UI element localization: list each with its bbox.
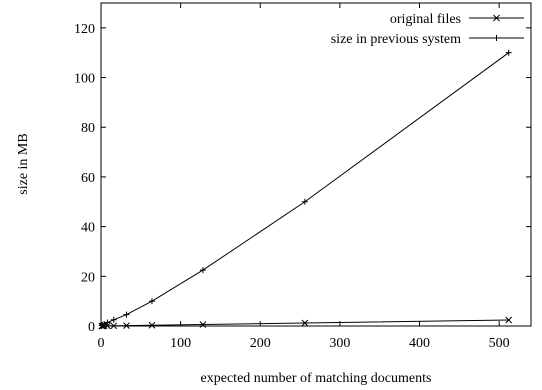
data-point [148, 321, 156, 329]
legend: original files size in previous system [331, 12, 524, 47]
y-tick-label: 20 [81, 270, 95, 285]
y-axis: 0 20 40 60 80 100 120 [74, 22, 531, 335]
x-tick-label: 100 [170, 336, 191, 351]
data-point [301, 319, 309, 327]
x-tick-label: 300 [329, 336, 350, 351]
y-tick-label: 100 [74, 72, 95, 87]
data-point [148, 298, 155, 305]
series-line [101, 52, 509, 326]
data-point [505, 316, 513, 324]
data-point [110, 322, 118, 330]
x-axis-label: expected number of matching documents [201, 371, 432, 386]
data-point-stroke-b [104, 322, 111, 330]
data-point [199, 321, 207, 328]
y-axis-label: size in MB [16, 133, 31, 194]
x-tick-label: 500 [489, 336, 510, 351]
data-point [123, 322, 130, 329]
x-axis: 0 100 200 300 400 500 [98, 3, 510, 351]
legend-marker [493, 35, 500, 41]
series-1 [98, 316, 513, 330]
x-tick-label: 200 [250, 336, 271, 351]
data-point-stroke-b [148, 321, 156, 329]
data-point-stroke-b [301, 319, 309, 327]
legend-marker-stroke-b [493, 14, 500, 22]
y-tick-label: 80 [81, 121, 95, 136]
data-point [505, 49, 512, 56]
x-tick-label: 0 [98, 336, 105, 351]
legend-label: original files [390, 12, 461, 27]
plot-area [98, 49, 513, 330]
chart-frame [100, 2, 532, 327]
data-point-stroke-b [110, 322, 118, 330]
y-tick-label: 40 [81, 221, 95, 236]
data-point [301, 198, 308, 205]
y-tick-label: 60 [81, 171, 95, 186]
series-2 [98, 49, 512, 329]
data-point [123, 311, 130, 318]
y-tick-label: 120 [74, 22, 95, 37]
x-tick-label: 400 [409, 336, 430, 351]
data-point-stroke-b [123, 322, 130, 329]
legend-label: size in previous system [331, 32, 461, 47]
data-point [199, 267, 206, 274]
data-point-stroke-b [505, 316, 513, 324]
data-point [104, 319, 111, 326]
y-tick-label: 0 [88, 320, 95, 335]
data-point [110, 316, 117, 323]
data-point-stroke-b [199, 321, 207, 328]
legend-marker [493, 14, 500, 22]
data-point [101, 321, 108, 328]
